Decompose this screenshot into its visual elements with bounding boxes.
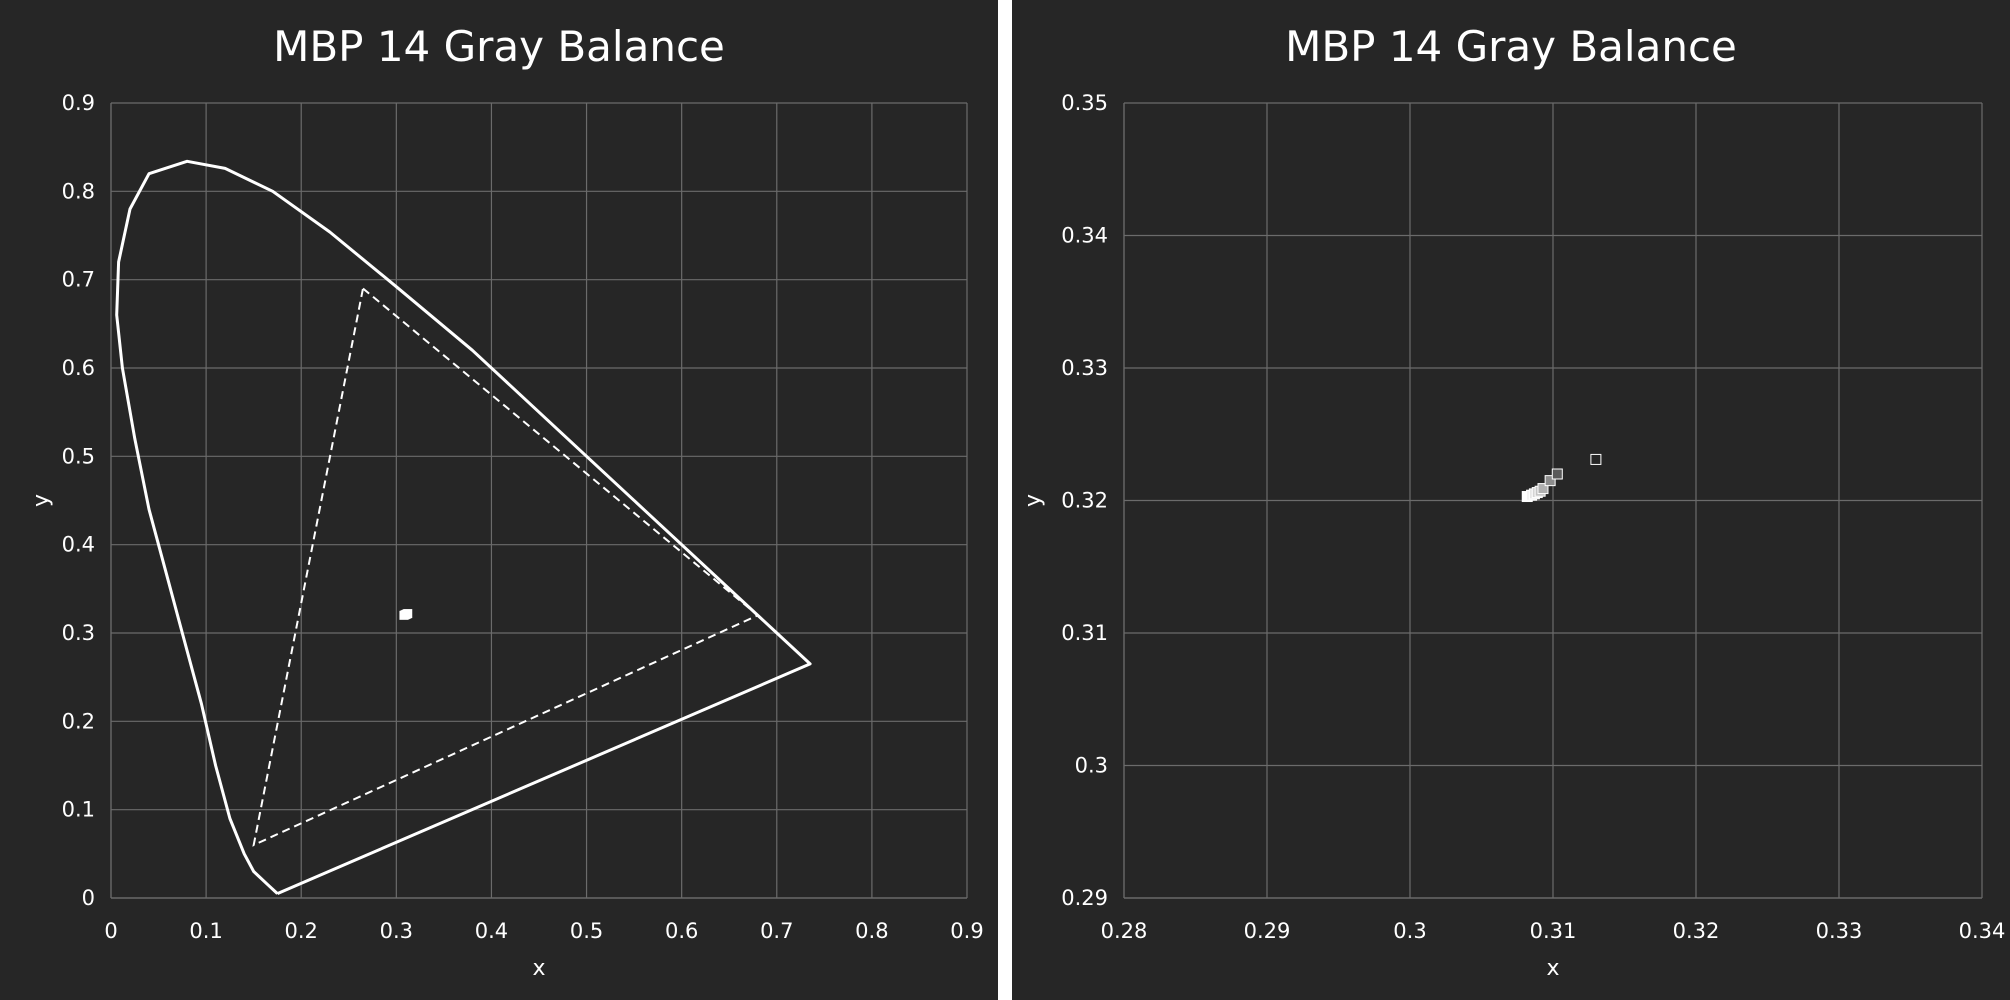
x-tick-label: 0.3: [1393, 919, 1426, 943]
y-tick-label: 0: [82, 886, 95, 910]
chart-title: MBP 14 Gray Balance: [273, 22, 725, 71]
gray-point-marker: [1590, 453, 1602, 465]
y-tick-label: 0.6: [62, 356, 95, 380]
y-axis-label: y: [1021, 494, 1046, 507]
y-tick-label: 0.34: [1061, 224, 1108, 248]
x-tick-label: 0.6: [665, 919, 698, 943]
x-axis-label: x: [532, 956, 545, 981]
chart-panel-full-gamut: MBP 14 Gray Balance 0 0.1 0.2 0.3 0.4 0.5 0.6 0…: [0, 0, 998, 1000]
x-tick-label: 0.5: [570, 919, 603, 943]
x-tick-label: 0.29: [1244, 919, 1291, 943]
x-tick-label: 0.32: [1673, 919, 1720, 943]
gray-point-marker: [1544, 475, 1556, 487]
gray-point-marker: [1537, 483, 1549, 495]
x-tick-label: 0.3: [380, 919, 413, 943]
x-tick-label: 0.33: [1816, 919, 1863, 943]
chart-plot-area: 0.28 0.29 0.3 0.31 0.32 0.33 0.34 0.29 0.3 0.31 0.…: [1021, 91, 2006, 981]
chart-title: MBP 14 Gray Balance: [1285, 22, 1737, 71]
y-tick-label: 0.1: [62, 798, 95, 822]
y-tick-label: 0.35: [1061, 91, 1108, 115]
y-tick-label: 0.29: [1061, 886, 1108, 910]
y-tick-label: 0.7: [62, 268, 95, 292]
y-tick-label: 0.9: [62, 91, 95, 115]
gridlines: [110, 102, 968, 899]
gray-point-marker: [403, 609, 413, 619]
x-tick-label: 0: [104, 919, 117, 943]
y-tick-label: 0.33: [1061, 356, 1108, 380]
y-tick-label: 0.2: [62, 709, 95, 733]
x-tick-label: 0.7: [760, 919, 793, 943]
y-tick-label: 0.3: [1075, 754, 1108, 778]
chart-panel-zoomed: MBP 14 Gray Balance 0.28 0.29 0.3 0.31 0.32 0…: [1012, 0, 2010, 1000]
x-tick-label: 0.1: [189, 919, 222, 943]
y-tick-label: 0.3: [62, 621, 95, 645]
y-tick-label: 0.32: [1061, 489, 1108, 513]
gridlines: [1123, 102, 1983, 899]
x-tick-label: 0.31: [1530, 919, 1577, 943]
x-tick-label: 0.9: [950, 919, 983, 943]
y-tick-label: 0.8: [62, 179, 95, 203]
y-tick-label: 0.4: [62, 533, 95, 557]
x-tick-label: 0.28: [1101, 919, 1148, 943]
spectral-locus-line: [115, 159, 812, 895]
x-tick-label: 0.34: [1959, 919, 2006, 943]
gray-point-marker: [1551, 468, 1563, 480]
y-tick-label: 0.5: [62, 444, 95, 468]
y-axis-label: y: [29, 494, 54, 507]
x-tick-label: 0.2: [285, 919, 318, 943]
x-axis-label: x: [1546, 956, 1559, 981]
y-tick-label: 0.31: [1061, 621, 1108, 645]
x-tick-label: 0.8: [855, 919, 888, 943]
chart-plot-area: 0 0.1 0.2 0.3 0.4 0.5 0.6 0.7 0.8 0.9 0 0.1 0.2 0.3 0.…: [29, 91, 984, 981]
x-tick-label: 0.4: [475, 919, 508, 943]
